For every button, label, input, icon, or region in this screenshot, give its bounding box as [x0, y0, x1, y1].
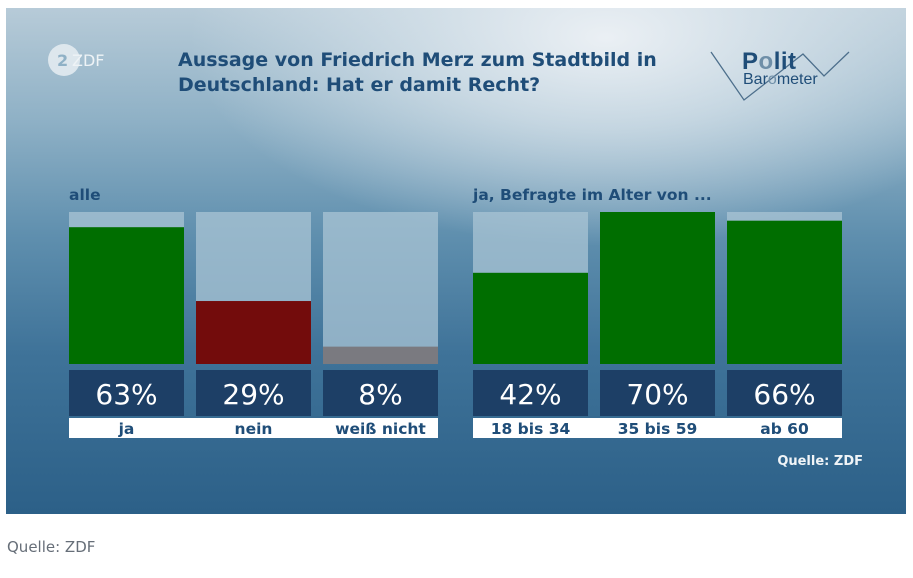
data-label: 66% — [753, 378, 815, 411]
bar-chart: 63% ja 29% nein 8% weiß nicht 42% 18 bis 34 70% 3… — [69, 212, 842, 438]
zdf-logo-icon: 2 ZDF — [48, 44, 104, 76]
svg-text:2: 2 — [57, 51, 68, 70]
value-box — [727, 370, 842, 416]
value-box — [323, 370, 438, 416]
category-label: ja — [118, 420, 135, 438]
bar-1-1 — [600, 212, 715, 364]
data-label: 42% — [499, 378, 561, 411]
value-box — [69, 370, 184, 416]
value-box — [473, 370, 588, 416]
category-label: ab 60 — [760, 420, 809, 438]
bar-0-0 — [69, 227, 184, 364]
group-label-all: alle — [69, 186, 101, 204]
category-label: 35 bis 59 — [618, 420, 698, 438]
politbarometer-logo-subword: Barometer — [743, 71, 818, 88]
image-caption: Quelle: ZDF — [7, 538, 96, 556]
chart-graphic: 2 ZDF Aussage von Friedrich Merz zum Sta… — [6, 8, 906, 514]
category-label-strip — [473, 418, 842, 438]
bar-1-0 — [473, 272, 588, 364]
category-label-strip — [69, 418, 438, 438]
title-line-2: Deutschland: Hat er damit Recht? — [178, 74, 541, 96]
category-label: weiß nicht — [335, 420, 426, 438]
value-box — [600, 370, 715, 416]
bar-1-2 — [727, 220, 842, 364]
data-label: 8% — [358, 378, 402, 411]
group-label-age: ja, Befragte im Alter von ... — [473, 186, 712, 204]
chart-title: Aussage von Friedrich Merz zum Stadtbild… — [178, 48, 658, 98]
source-note: Quelle: ZDF — [777, 454, 863, 469]
title-line-1: Aussage von Friedrich Merz zum Stadtbild… — [178, 49, 657, 71]
category-label: nein — [235, 420, 273, 438]
politbarometer-zigzag-icon — [710, 51, 850, 101]
value-box — [196, 370, 311, 416]
bar-0-1 — [196, 301, 311, 364]
bar-track — [323, 212, 438, 364]
svg-text:ZDF: ZDF — [72, 51, 104, 70]
politbarometer-logo-word: Polit — [742, 48, 797, 75]
data-label: 29% — [222, 378, 284, 411]
category-label: 18 bis 34 — [491, 420, 571, 438]
data-label: 63% — [95, 378, 157, 411]
data-label: 70% — [626, 378, 688, 411]
bar-0-2 — [323, 346, 438, 364]
